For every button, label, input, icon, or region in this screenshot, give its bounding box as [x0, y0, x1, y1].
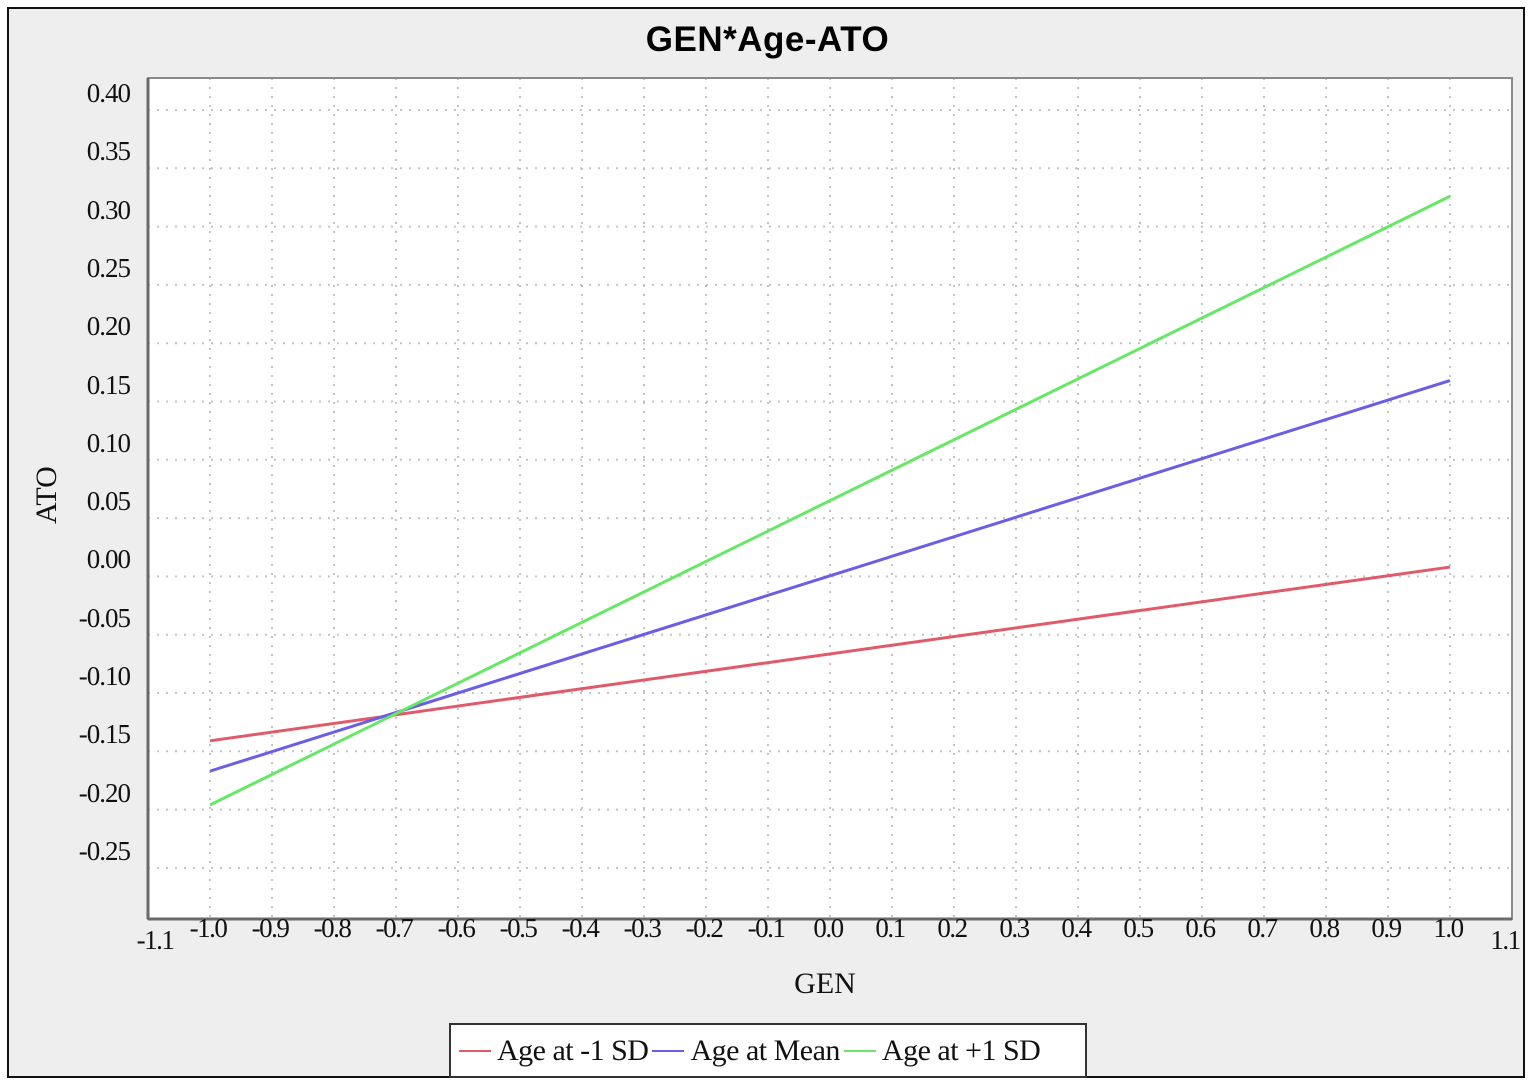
y-tick-label: 0.05 — [86, 486, 131, 517]
legend-swatch-icon — [459, 1049, 491, 1052]
x-tick-label: 1.1 — [1490, 925, 1521, 955]
y-axis-label: ATO — [30, 466, 63, 524]
y-tick-label: 0.10 — [86, 427, 131, 458]
legend-label: Age at -1 SD — [497, 1033, 649, 1067]
x-tick-label: -0.1 — [747, 913, 786, 943]
x-tick-label: 0.7 — [1247, 913, 1278, 943]
series-lines — [209, 194, 1451, 807]
x-tick-label: -0.4 — [561, 913, 600, 943]
plot-background — [148, 78, 1512, 919]
x-tick-label: -0.9 — [251, 913, 290, 943]
x-tick-label: 0.8 — [1309, 913, 1340, 943]
y-tick-label: -0.10 — [78, 661, 131, 691]
x-tick-label: -1.1 — [136, 925, 175, 955]
x-tick-label: 0.2 — [937, 913, 968, 943]
x-axis-label: GEN — [794, 967, 856, 1000]
x-tick-label: 1.0 — [1433, 913, 1464, 943]
x-tick-label: 0.4 — [1061, 913, 1092, 943]
x-tick-label: 0.6 — [1185, 913, 1216, 943]
x-tick-label: -1.0 — [189, 913, 228, 943]
series-line — [209, 565, 1451, 743]
x-tick-label: 0.1 — [875, 913, 906, 943]
legend: Age at -1 SD Age at Mean Age at +1 SD — [449, 1023, 1087, 1078]
x-tick-label: 0.5 — [1123, 913, 1154, 943]
y-tick-label: -0.05 — [78, 602, 131, 633]
legend-label: Age at +1 SD — [881, 1033, 1041, 1067]
legend-item: Age at Mean — [652, 1033, 840, 1068]
axes — [146, 77, 1513, 921]
x-tick-label: -0.2 — [685, 913, 724, 943]
y-tick-label: 0.15 — [86, 369, 131, 400]
y-tick-label: 0.20 — [86, 311, 131, 342]
y-tick-label: 0.30 — [86, 194, 131, 225]
series-line — [209, 194, 1451, 807]
plot-rect — [148, 78, 1512, 919]
x-tick-label: 0.9 — [1371, 913, 1402, 943]
y-tick-label: -0.20 — [78, 777, 131, 808]
y-tick-label: -0.15 — [78, 719, 131, 750]
x-tick-label: -0.3 — [623, 913, 662, 943]
x-tick-label: 0.0 — [813, 913, 844, 943]
legend-item: Age at +1 SD — [843, 1033, 1041, 1068]
series-line — [209, 379, 1451, 773]
legend-label: Age at Mean — [690, 1033, 840, 1067]
legend-item: Age at -1 SD — [459, 1033, 649, 1068]
chart-title: GEN*Age-ATO — [645, 20, 890, 59]
x-tick-label: -0.7 — [375, 913, 414, 943]
legend-swatch-icon — [843, 1049, 876, 1052]
y-tick-label: 0.35 — [86, 136, 131, 167]
x-tick-label: -0.6 — [437, 913, 476, 943]
x-tick-label: -0.8 — [313, 913, 352, 943]
y-tick-label: -0.25 — [78, 835, 131, 866]
y-tick-label: 0.25 — [86, 252, 131, 283]
y-tick-label: 0.40 — [86, 78, 131, 108]
y-tick-label: 0.00 — [86, 544, 131, 575]
x-tick-label: -0.5 — [499, 913, 538, 943]
x-tick-label: 0.3 — [999, 913, 1030, 943]
legend-swatch-icon — [652, 1049, 685, 1052]
